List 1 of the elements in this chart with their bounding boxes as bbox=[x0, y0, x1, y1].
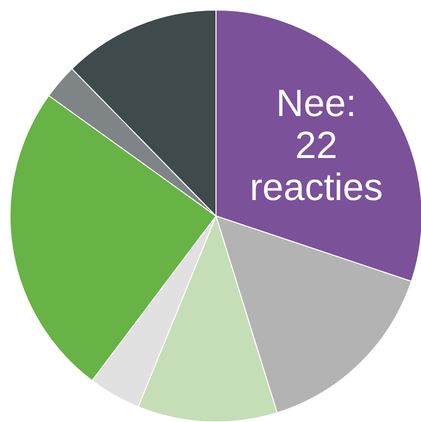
data-label: Nee: 22 reacties bbox=[250, 82, 383, 209]
